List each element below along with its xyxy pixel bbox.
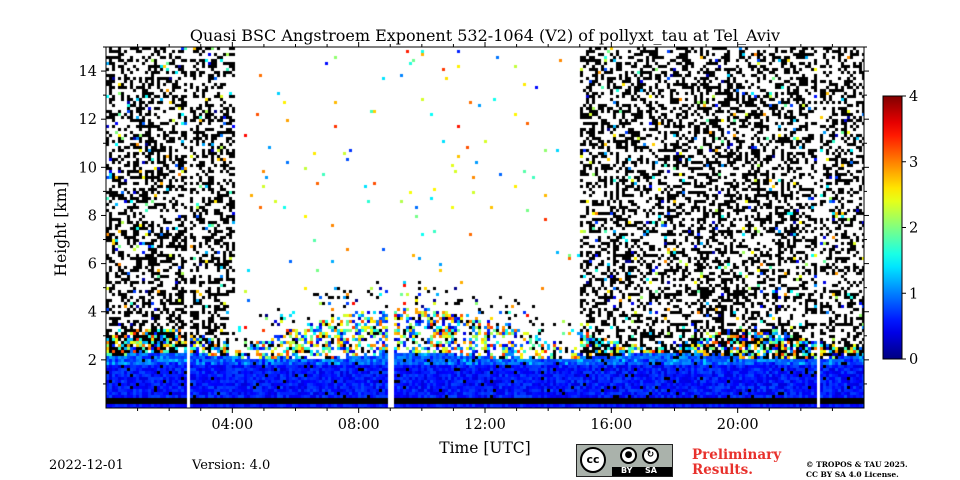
x-tick-label: 12:00 [464, 417, 506, 433]
x-tick-label: 16:00 [590, 417, 632, 433]
x-tick-label: 04:00 [211, 417, 253, 433]
attribution-person-icon: ● [620, 447, 637, 464]
colorbar-tick-label: 2 [909, 221, 918, 237]
y-tick-label: 12 [79, 112, 97, 128]
x-axis: 04:00 08:00 12:00 16:00 20:00 [137, 42, 833, 433]
y-tick-label: 10 [79, 160, 97, 176]
x-tick-label: 08:00 [338, 417, 380, 433]
date-text: 2022-12-01 [49, 458, 124, 473]
y-tick-label: 8 [88, 208, 97, 224]
y-tick-label: 14 [79, 64, 97, 80]
y-axis-label: Height [km] [52, 182, 70, 277]
copyright-line-1: © TROPOS & TAU 2025. [806, 460, 908, 469]
colorbar-tick-label: 1 [909, 286, 918, 302]
cc-license-badge[interactable]: cc ● ↻ BY SA [576, 444, 673, 477]
colorbar-tick-label: 4 [909, 89, 918, 105]
y-tick-label: 2 [88, 353, 97, 369]
chart-title: Quasi BSC Angstroem Exponent 532-1064 (V… [190, 26, 780, 45]
sa-label: SA [645, 466, 657, 475]
x-tick-label: 20:00 [717, 417, 759, 433]
by-label: BY [621, 466, 633, 475]
creative-commons-icon: cc [580, 447, 606, 473]
version-text: Version: 4.0 [192, 458, 271, 473]
y-axis: 2 4 6 8 10 12 14 [79, 46, 869, 385]
license-strip [612, 467, 672, 476]
colorbar-gradient [882, 95, 903, 360]
colorbar: 0 1 2 3 4 [882, 89, 918, 368]
preliminary-results-text: Preliminary Results. [692, 447, 782, 478]
x-axis-label: Time [UTC] [439, 439, 530, 457]
colorbar-tick-label: 3 [909, 155, 918, 171]
copyright-notice: © TROPOS & TAU 2025. CC BY SA 4.0 Licens… [806, 460, 908, 480]
colorbar-tick-label: 0 [909, 352, 918, 368]
share-alike-icon: ↻ [642, 447, 659, 464]
y-tick-label: 6 [88, 257, 97, 273]
heatmap-raster [106, 47, 864, 408]
y-tick-label: 4 [88, 305, 97, 321]
copyright-line-2: CC BY SA 4.0 License. [806, 470, 899, 479]
plot-area [105, 46, 865, 409]
